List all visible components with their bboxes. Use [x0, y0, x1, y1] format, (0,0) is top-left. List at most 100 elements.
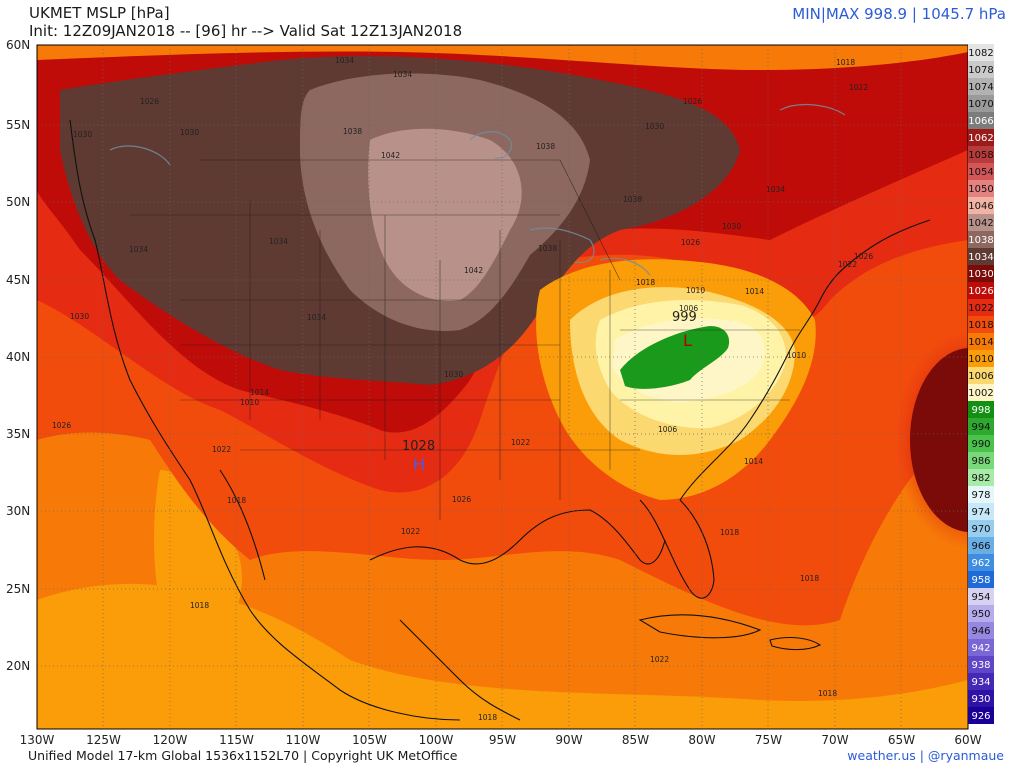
contour-label: 1038 [538, 244, 557, 253]
colorbar-level-label: 1058 [968, 150, 993, 161]
lat-tick-label: 55N [6, 118, 30, 132]
high-pressure-symbol: H [413, 455, 425, 474]
colorbar-swatch [968, 197, 994, 214]
colorbar-level-label: 938 [971, 660, 990, 671]
colorbar-level-label: 1022 [968, 303, 993, 314]
low-pressure-value: 999 [672, 310, 697, 325]
colorbar-level-label: 942 [971, 643, 990, 654]
contour-label: 1014 [744, 457, 763, 466]
lon-tick-label: 85W [622, 733, 649, 747]
contour-label: 1018 [190, 601, 209, 610]
colorbar-level-label: 926 [971, 711, 990, 722]
colorbar-level-label: 1042 [968, 218, 993, 229]
colorbar-level-label: 1038 [968, 235, 993, 246]
lon-tick-label: 65W [888, 733, 915, 747]
contour-label: 1014 [745, 287, 764, 296]
colorbar-level-label: 990 [971, 439, 990, 450]
colorbar-swatch [968, 605, 994, 622]
colorbar-level-label: 1074 [968, 82, 993, 93]
colorbar-swatch [968, 435, 994, 452]
colorbar-level-label: 986 [971, 456, 990, 467]
contour-label: 1034 [766, 185, 785, 194]
contour-label: 1030 [444, 370, 463, 379]
lon-tick-label: 130W [20, 733, 55, 747]
contour-label: 1022 [212, 445, 231, 454]
colorbar-level-label: 978 [971, 490, 990, 501]
colorbar-swatch [968, 673, 994, 690]
colorbar-swatch [968, 44, 994, 61]
colorbar-level-label: 1054 [968, 167, 993, 178]
colorbar-swatch [968, 622, 994, 639]
colorbar-level-label: 982 [971, 473, 990, 484]
lat-tick-label: 35N [6, 427, 30, 441]
high-pressure-value: 1028 [402, 439, 435, 454]
colorbar-level-label: 994 [971, 422, 990, 433]
colorbar-level-label: 1002 [968, 388, 993, 399]
contour-label: 1026 [854, 252, 873, 261]
colorbar-swatch [968, 588, 994, 605]
contour-label: 1042 [464, 266, 483, 275]
colorbar-level-label: 950 [971, 609, 990, 620]
colorbar-level-label: 1006 [968, 371, 993, 382]
pressure-colorbar: 1082 1078 1074 1070 1066 1062 1058 1054 1050 1046… [968, 44, 994, 724]
contour-label: 1022 [650, 655, 669, 664]
lat-tick-label: 25N [6, 582, 30, 596]
lon-tick-label: 60W [954, 733, 981, 747]
colorbar-level-label: 1066 [968, 116, 993, 127]
colorbar-level-label: 970 [971, 524, 990, 535]
contour-label: 1022 [401, 527, 420, 536]
colorbar-swatch [968, 571, 994, 588]
lon-tick-label: 80W [688, 733, 715, 747]
low-pressure-symbol: L [683, 331, 692, 350]
colorbar-swatch [968, 469, 994, 486]
colorbar-level-label: 1082 [968, 48, 993, 59]
colorbar-swatch [968, 78, 994, 95]
contour-label: 1026 [52, 421, 71, 430]
colorbar-level-label: 962 [971, 558, 990, 569]
lon-tick-label: 70W [821, 733, 848, 747]
colorbar-swatch [968, 112, 994, 129]
colorbar-swatch [968, 554, 994, 571]
colorbar-level-label: 974 [971, 507, 990, 518]
colorbar-swatch [968, 180, 994, 197]
contour-label: 1030 [180, 128, 199, 137]
contour-label: 1034 [393, 70, 412, 79]
colorbar-level-label: 958 [971, 575, 990, 586]
contour-label: 1018 [836, 58, 855, 67]
colorbar-swatch [968, 486, 994, 503]
lon-tick-label: 75W [755, 733, 782, 747]
colorbar-level-label: 1050 [968, 184, 993, 195]
contour-label: 1026 [140, 97, 159, 106]
contour-label: 1030 [722, 222, 741, 231]
colorbar-swatch [968, 316, 994, 333]
lon-tick-label: 90W [555, 733, 582, 747]
contour-label: 1034 [335, 56, 354, 65]
contour-label: 1038 [343, 127, 362, 136]
contour-label: 1006 [658, 425, 677, 434]
colorbar-swatch [968, 214, 994, 231]
contour-label: 1026 [681, 238, 700, 247]
contour-label: 1034 [307, 313, 326, 322]
colorbar-swatch [968, 690, 994, 707]
colorbar-level-label: 1010 [968, 354, 993, 365]
colorbar-swatch [968, 95, 994, 112]
contour-label: 1018 [227, 496, 246, 505]
map-title: UKMET MSLP [hPa] [29, 4, 170, 22]
contour-label: 1010 [787, 351, 806, 360]
site-credit: weather.us | @ryanmaue [847, 748, 1004, 763]
colorbar-swatch [968, 656, 994, 673]
lon-tick-label: 95W [489, 733, 516, 747]
colorbar-level-label: 1062 [968, 133, 993, 144]
colorbar-swatch [968, 350, 994, 367]
colorbar-swatch [968, 129, 994, 146]
contour-label: 1034 [129, 245, 148, 254]
colorbar-level-label: 934 [971, 677, 990, 688]
contour-label: 1030 [70, 312, 89, 321]
colorbar-level-label: 1030 [968, 269, 993, 280]
colorbar-swatch [968, 146, 994, 163]
colorbar-swatch [968, 248, 994, 265]
colorbar-swatch [968, 367, 994, 384]
colorbar-level-label: 946 [971, 626, 990, 637]
lat-tick-label: 20N [6, 659, 30, 673]
